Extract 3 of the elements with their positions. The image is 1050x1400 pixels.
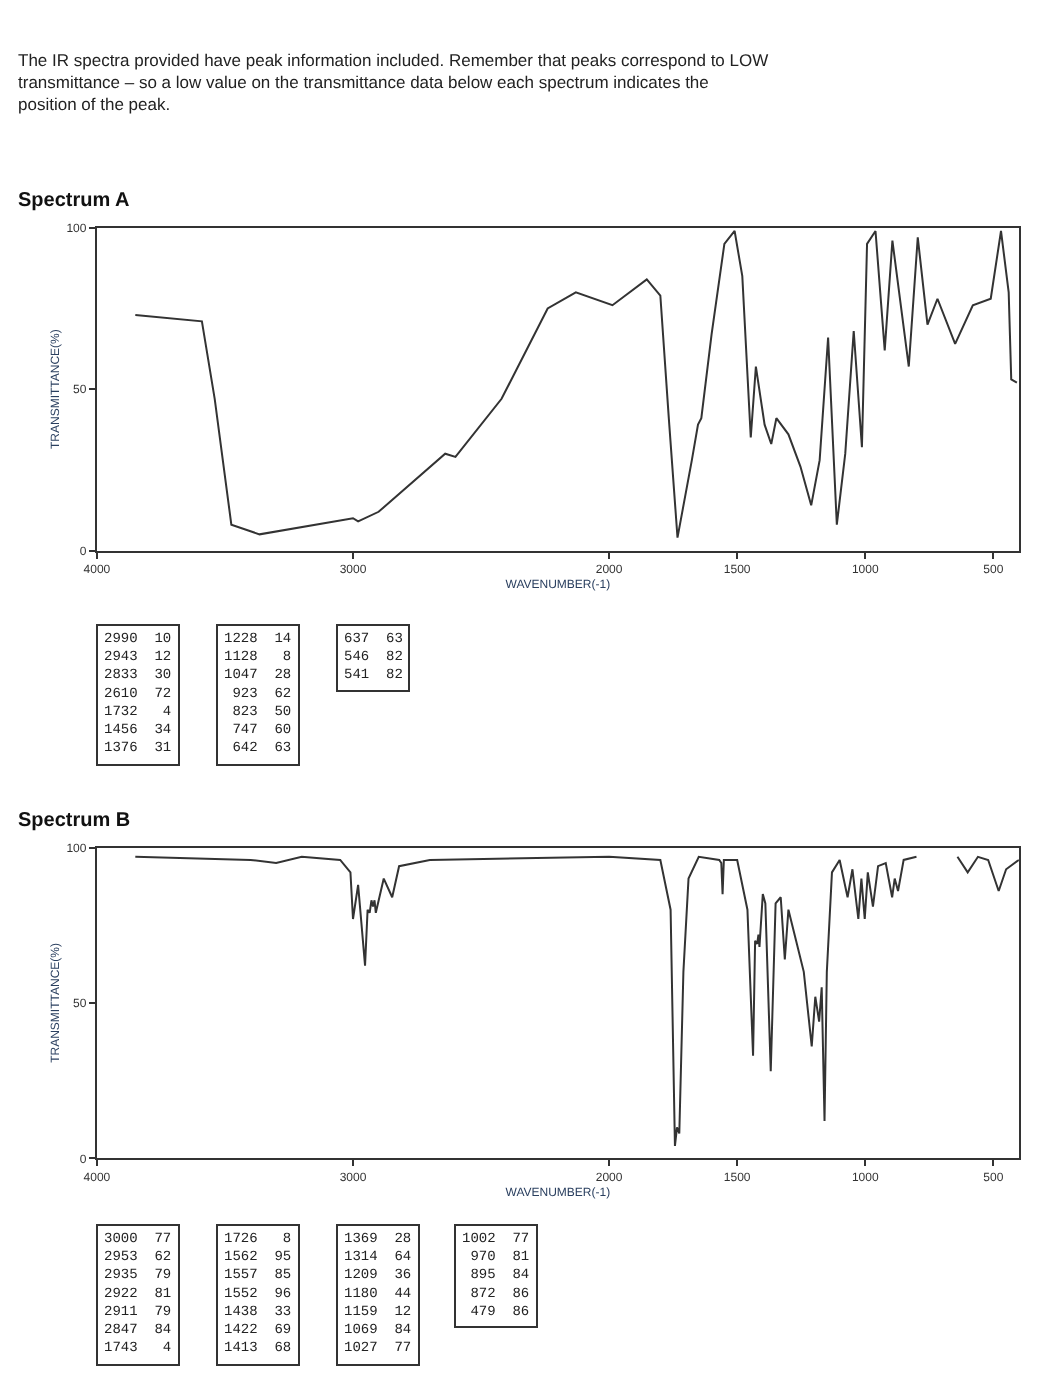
text: The IR spectra provided have peak information included. Remember that peaks correspond to LOW transmittance – so a low value on the transmittance data below each spectrum indicates the position of the peak. — [18, 50, 769, 115]
chart-title: Spectrum B — [18, 810, 131, 832]
chart-title: Spectrum A — [18, 190, 130, 212]
